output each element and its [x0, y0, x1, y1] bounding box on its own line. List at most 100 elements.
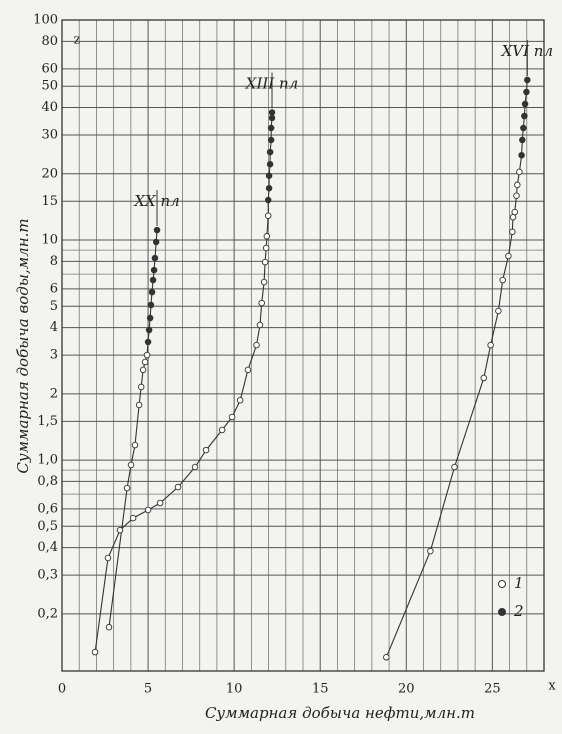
- y-axis-label: Суммарная добыча воды,млн.т: [14, 218, 32, 473]
- y-tick-label: 10: [41, 233, 58, 248]
- point: [150, 266, 158, 274]
- y-tick-label: 5: [50, 299, 58, 314]
- point: [152, 238, 160, 246]
- y-tick-label: 40: [41, 100, 58, 115]
- curve-label: XX пл: [133, 192, 179, 210]
- point: [253, 341, 260, 349]
- point: [202, 446, 210, 454]
- point: [127, 461, 135, 469]
- point: [263, 233, 271, 240]
- point: [141, 358, 149, 366]
- point: [260, 278, 268, 286]
- point: [487, 341, 494, 349]
- y-tick-label: 6: [50, 281, 58, 296]
- y-tick-label: 4: [50, 320, 58, 335]
- point: [495, 307, 502, 315]
- point: [265, 184, 273, 192]
- point: [139, 366, 147, 374]
- point: [266, 161, 274, 168]
- y-axis-letter: z: [74, 33, 81, 48]
- y-tick-label: 8: [50, 254, 58, 269]
- point: [135, 401, 143, 409]
- point: [383, 654, 390, 661]
- point: [523, 88, 530, 96]
- point: [143, 351, 151, 359]
- y-tick-label: 60: [41, 61, 58, 76]
- point: [513, 192, 520, 199]
- point: [147, 301, 155, 309]
- point: [265, 172, 273, 179]
- y-tick-label: 2: [50, 386, 58, 401]
- y-tick-label: 1,0: [37, 453, 58, 468]
- point: [521, 112, 528, 120]
- point: [146, 314, 154, 322]
- point: [480, 374, 488, 382]
- y-tick-label: 50: [41, 79, 58, 94]
- x-tick-label: 5: [144, 682, 152, 697]
- point: [244, 366, 252, 374]
- x-tick-label: 25: [484, 682, 501, 697]
- plot-frame: [61, 19, 545, 672]
- curve-label: XIII пл: [245, 74, 298, 92]
- y-tick-label: 0,3: [37, 568, 58, 583]
- point: [116, 526, 124, 534]
- point: [267, 136, 275, 144]
- point: [236, 397, 244, 404]
- point: [514, 181, 521, 189]
- point: [105, 623, 113, 631]
- y-tick-label: 0,6: [37, 501, 58, 516]
- point: [499, 276, 506, 284]
- point: [91, 648, 99, 656]
- curve: [385, 79, 528, 658]
- point: [123, 484, 131, 492]
- point: [156, 499, 164, 507]
- x-tick-label: 0: [58, 682, 66, 697]
- point: [511, 208, 518, 216]
- y-tick-label: 0,5: [37, 519, 58, 534]
- point: [518, 151, 525, 159]
- y-tick-label: 0,4: [37, 540, 58, 555]
- y-tick-label: 20: [41, 166, 58, 181]
- point: [131, 441, 139, 449]
- y-tick-label: 1,5: [37, 414, 58, 429]
- point: [258, 299, 265, 307]
- legend-marker: [498, 608, 506, 616]
- point: [256, 321, 264, 329]
- y-tick-label: 0,2: [37, 606, 58, 621]
- point: [521, 100, 529, 108]
- point: [451, 463, 458, 471]
- point: [129, 514, 137, 522]
- point: [524, 76, 531, 84]
- point: [267, 124, 275, 132]
- point: [268, 114, 276, 122]
- point: [145, 326, 153, 334]
- legend-label: 2: [513, 602, 524, 620]
- point: [266, 148, 274, 156]
- point: [174, 483, 182, 491]
- x-axis-label: Суммарная добыча нефти,млн.т: [205, 704, 475, 722]
- point: [516, 168, 523, 176]
- x-axis-letter: x: [548, 679, 556, 694]
- point: [104, 554, 112, 562]
- point: [427, 547, 434, 555]
- point: [191, 463, 199, 471]
- point: [268, 109, 276, 116]
- point: [218, 426, 226, 434]
- point: [264, 196, 272, 204]
- point: [137, 383, 145, 391]
- point: [520, 124, 527, 132]
- curve: [94, 112, 273, 653]
- y-tick-label: 15: [41, 194, 58, 209]
- point: [261, 258, 269, 266]
- point: [228, 413, 236, 421]
- point: [144, 338, 152, 346]
- y-tick-label: 30: [41, 128, 58, 143]
- legend-marker: [498, 580, 506, 588]
- point: [509, 228, 516, 236]
- y-tick-label: 3: [50, 348, 58, 363]
- y-tick-label: 80: [41, 34, 58, 49]
- curve: [108, 230, 158, 628]
- point: [151, 254, 159, 262]
- point: [153, 226, 161, 234]
